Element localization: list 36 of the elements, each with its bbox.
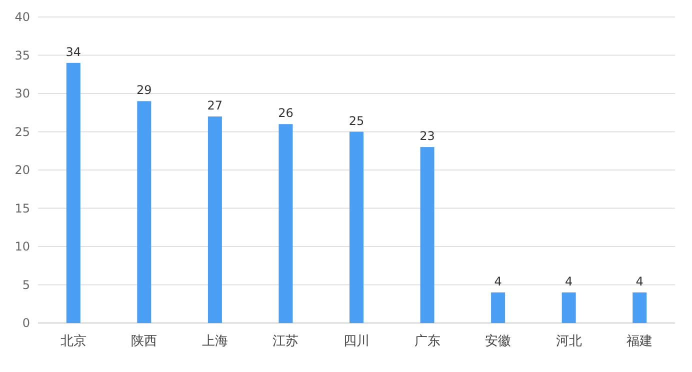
y-tick-label: 0	[22, 316, 30, 330]
x-tick-label: 四川	[344, 334, 370, 349]
data-label: 4	[636, 274, 644, 288]
y-tick-label: 20	[14, 163, 30, 177]
x-tick-label: 河北	[556, 334, 582, 349]
data-label: 4	[565, 274, 573, 288]
y-tick-label: 35	[14, 48, 30, 62]
bar	[562, 292, 576, 323]
x-tick-label: 陕西	[131, 334, 158, 349]
bar	[632, 292, 647, 323]
bar	[66, 62, 80, 323]
data-label: 25	[348, 114, 364, 128]
y-tick-label: 10	[14, 240, 30, 254]
bar	[137, 101, 152, 323]
y-tick-label: 30	[14, 86, 30, 100]
y-tick-label: 25	[14, 124, 30, 139]
data-label: 29	[136, 83, 152, 98]
data-label: 34	[66, 44, 82, 59]
x-tick-label: 安徽	[485, 333, 512, 349]
x-tick-label: 广东	[414, 334, 440, 349]
x-tick-label: 上海	[202, 334, 228, 349]
data-label: 26	[278, 106, 294, 120]
x-tick-label: 福建	[626, 334, 653, 349]
data-label: 23	[420, 129, 435, 144]
bar	[350, 132, 364, 323]
x-tick-label: 江苏	[272, 334, 299, 349]
y-tick-label: 5	[22, 278, 30, 292]
data-label: 4	[494, 274, 502, 288]
bar	[278, 124, 293, 323]
bar	[420, 147, 434, 323]
x-tick-label: 北京	[60, 334, 86, 349]
data-label: 27	[207, 98, 223, 112]
y-tick-label: 15	[14, 201, 30, 216]
bar	[208, 116, 222, 323]
bar	[491, 292, 506, 323]
y-tick-label: 40	[14, 10, 30, 24]
